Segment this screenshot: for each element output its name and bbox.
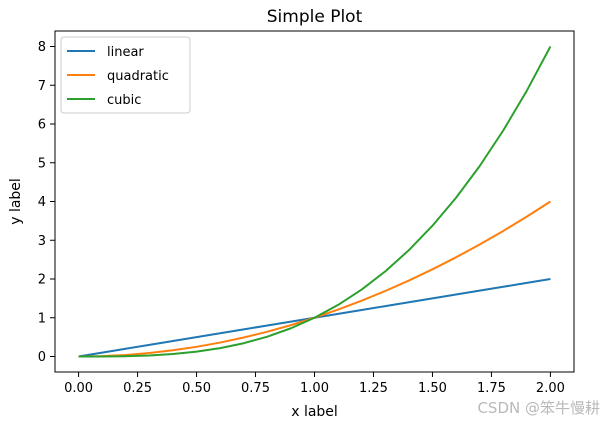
- legend-label-linear: linear: [107, 45, 144, 60]
- x-axis-label: x label: [291, 404, 338, 420]
- y-axis-label: y label: [8, 178, 24, 225]
- x-tick-label: 1.75: [477, 381, 506, 396]
- legend-box: [60, 36, 191, 114]
- series-line-cubic: [78, 46, 552, 358]
- y-tick-label: 8: [38, 40, 46, 55]
- x-tick-label: 1.25: [359, 381, 388, 396]
- y-tick-label: 6: [38, 118, 46, 133]
- x-tick-label: 1.00: [300, 381, 329, 396]
- x-tick-label: 0.00: [64, 381, 93, 396]
- watermark: CSDN @笨牛慢耕: [477, 399, 600, 417]
- y-tick-label: 3: [38, 234, 46, 249]
- x-tick-label: 1.50: [418, 381, 447, 396]
- y-tick-label: 0: [38, 350, 46, 365]
- y-tick-label: 2: [38, 273, 46, 288]
- y-tick-label: 7: [38, 79, 46, 94]
- y-tick-label: 5: [38, 156, 46, 171]
- chart-title: Simple Plot: [267, 7, 363, 27]
- legend: linear quadratic cubic: [60, 36, 191, 114]
- legend-label-quadratic: quadratic: [107, 69, 169, 84]
- x-tick-label: 0.25: [123, 381, 152, 396]
- x-tick-label: 2.00: [536, 381, 565, 396]
- y-tick-label: 1: [38, 311, 46, 326]
- legend-label-cubic: cubic: [107, 93, 141, 108]
- y-tick-label: 4: [38, 195, 46, 210]
- x-tick-label: 0.75: [241, 381, 270, 396]
- x-tick-label: 0.50: [182, 381, 211, 396]
